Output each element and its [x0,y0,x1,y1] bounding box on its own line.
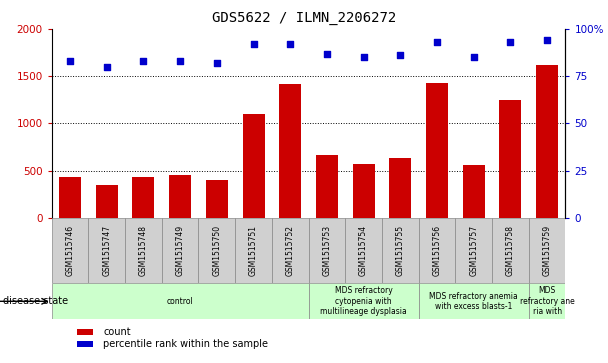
Text: GSM1515756: GSM1515756 [432,225,441,276]
Bar [272,218,308,283]
Point [102,64,112,70]
Bar [463,165,485,218]
Bar [529,283,565,319]
Point [322,51,332,57]
Point [359,54,368,60]
Bar [389,158,411,218]
Text: control: control [167,297,193,306]
Point [175,58,185,64]
Bar [382,218,419,283]
Bar [308,283,419,319]
Bar [95,185,118,218]
Bar [198,218,235,283]
Bar [162,218,198,283]
Point [395,53,405,58]
Text: disease state: disease state [3,296,68,306]
Text: GSM1515754: GSM1515754 [359,225,368,276]
Text: GSM1515753: GSM1515753 [322,225,331,276]
Point [249,41,258,47]
Text: GSM1515748: GSM1515748 [139,225,148,276]
Point [542,37,552,43]
Bar [59,177,81,218]
Bar [77,341,93,347]
Bar [133,177,154,218]
Point [469,54,478,60]
Bar [279,84,301,218]
Text: GSM1515749: GSM1515749 [176,225,185,276]
Bar [169,175,191,218]
Text: GSM1515747: GSM1515747 [102,225,111,276]
Text: GSM1515752: GSM1515752 [286,225,295,276]
Text: GSM1515758: GSM1515758 [506,225,515,276]
Bar [125,218,162,283]
Text: MDS refractory anemia
with excess blasts-1: MDS refractory anemia with excess blasts… [429,291,518,311]
Text: MDS refractory
cytopenia with
multilineage dysplasia: MDS refractory cytopenia with multilinea… [320,286,407,316]
Bar [52,283,308,319]
Text: GSM1515759: GSM1515759 [542,225,551,276]
Text: count: count [103,327,131,337]
Bar [345,218,382,283]
Text: GSM1515755: GSM1515755 [396,225,405,276]
Text: GSM1515757: GSM1515757 [469,225,478,276]
Bar [419,283,529,319]
Bar [77,329,93,335]
Bar [206,180,228,218]
Bar [353,164,375,218]
Bar [52,218,88,283]
Point [432,39,442,45]
Bar [455,218,492,283]
Text: GSM1515746: GSM1515746 [66,225,75,276]
Bar [536,65,558,218]
Bar [308,218,345,283]
Bar [426,83,448,218]
Bar [316,155,338,218]
Point [65,58,75,64]
Text: MDS
refractory ane
ria with: MDS refractory ane ria with [520,286,575,316]
Bar [492,218,529,283]
Text: percentile rank within the sample: percentile rank within the sample [103,339,268,349]
Point [139,58,148,64]
Point [505,39,515,45]
Bar [529,218,565,283]
Point [212,60,222,66]
Bar [235,218,272,283]
Bar [499,100,522,218]
Text: GDS5622 / ILMN_2206272: GDS5622 / ILMN_2206272 [212,11,396,25]
Text: GSM1515751: GSM1515751 [249,225,258,276]
Bar [243,114,264,218]
Text: GSM1515750: GSM1515750 [212,225,221,276]
Point [285,41,295,47]
Bar [419,218,455,283]
Bar [88,218,125,283]
